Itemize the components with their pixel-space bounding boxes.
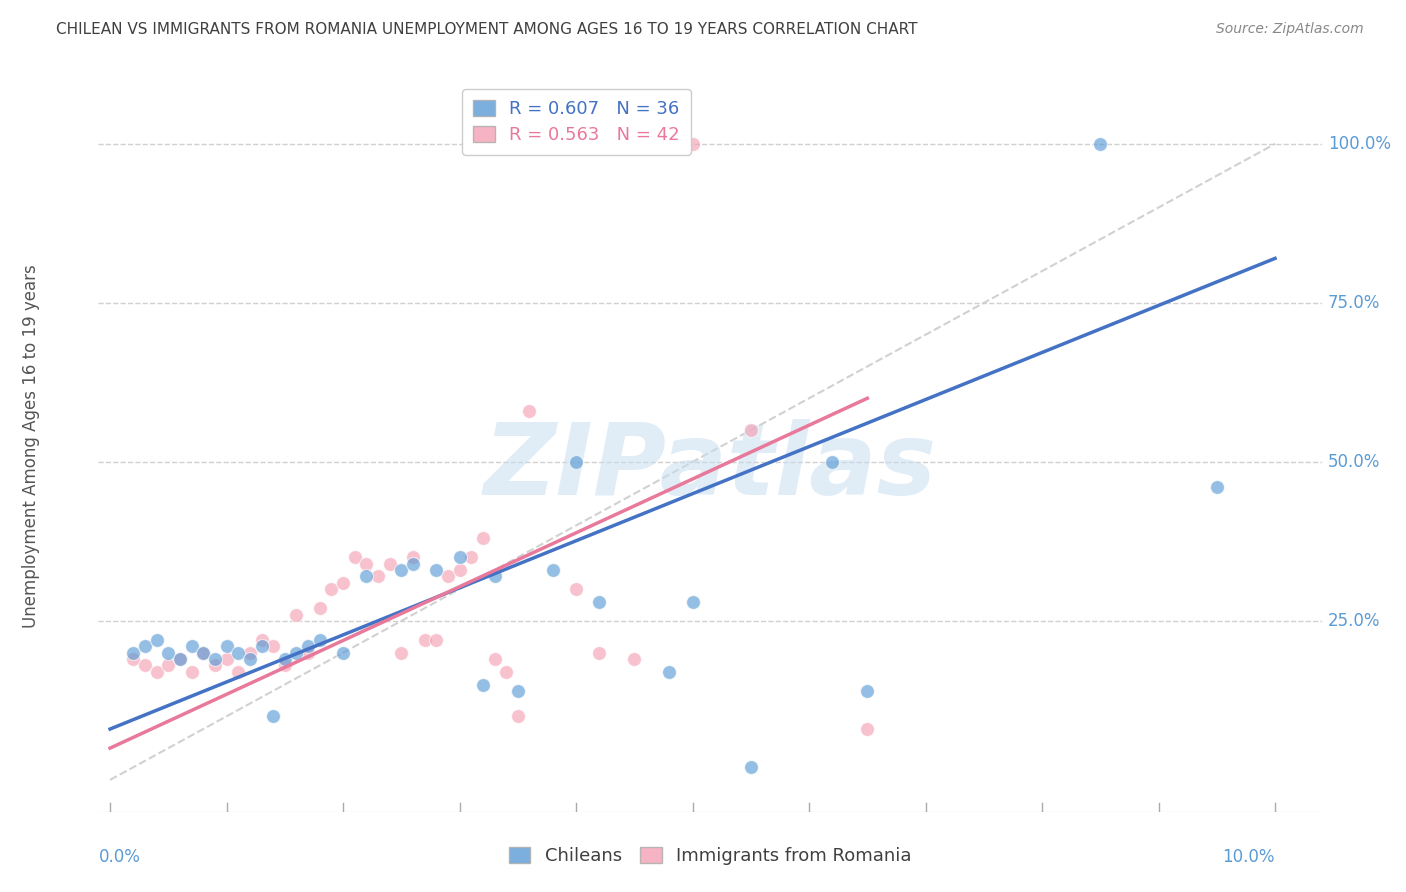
Point <box>1205 480 1227 494</box>
Point <box>215 652 238 666</box>
Point <box>506 684 529 698</box>
Point <box>193 646 215 660</box>
Point <box>623 652 645 666</box>
Point <box>274 658 297 673</box>
Point <box>262 640 284 654</box>
Point <box>682 595 704 609</box>
Point <box>285 646 308 660</box>
Point <box>239 652 262 666</box>
Point <box>215 640 238 654</box>
Point <box>367 569 389 583</box>
Point <box>122 652 145 666</box>
Point <box>682 136 704 151</box>
Legend: Chileans, Immigrants from Romania: Chileans, Immigrants from Romania <box>502 839 918 872</box>
Text: CHILEAN VS IMMIGRANTS FROM ROMANIA UNEMPLOYMENT AMONG AGES 16 TO 19 YEARS CORREL: CHILEAN VS IMMIGRANTS FROM ROMANIA UNEMP… <box>56 22 918 37</box>
Point <box>297 646 319 660</box>
Text: Source: ZipAtlas.com: Source: ZipAtlas.com <box>1216 22 1364 37</box>
Point <box>356 557 378 571</box>
Point <box>425 563 447 577</box>
Point <box>740 760 762 774</box>
Text: 25.0%: 25.0% <box>1327 612 1381 630</box>
Point <box>588 646 610 660</box>
Point <box>134 640 156 654</box>
Point <box>204 658 226 673</box>
Point <box>250 640 273 654</box>
Point <box>484 569 506 583</box>
Point <box>658 665 681 679</box>
Point <box>565 455 588 469</box>
Point <box>449 550 471 565</box>
Point <box>1090 136 1112 151</box>
Point <box>506 709 529 723</box>
Point <box>308 632 330 647</box>
Point <box>308 601 330 615</box>
Point <box>343 550 366 565</box>
Point <box>460 550 482 565</box>
Point <box>157 646 180 660</box>
Point <box>262 709 284 723</box>
Point <box>437 569 460 583</box>
Point <box>145 632 167 647</box>
Point <box>389 563 412 577</box>
Point <box>449 563 471 577</box>
Text: Unemployment Among Ages 16 to 19 years: Unemployment Among Ages 16 to 19 years <box>22 264 41 628</box>
Point <box>425 632 447 647</box>
Point <box>169 652 191 666</box>
Point <box>402 550 425 565</box>
Point <box>471 531 494 545</box>
Point <box>588 595 610 609</box>
Point <box>204 652 226 666</box>
Text: 75.0%: 75.0% <box>1327 293 1381 312</box>
Point <box>180 640 202 654</box>
Point <box>519 404 541 418</box>
Point <box>297 640 319 654</box>
Point <box>321 582 343 596</box>
Point <box>389 646 412 660</box>
Point <box>285 607 308 622</box>
Point <box>239 646 262 660</box>
Point <box>226 646 249 660</box>
Point <box>484 652 506 666</box>
Point <box>122 646 145 660</box>
Point <box>274 652 297 666</box>
Text: 10.0%: 10.0% <box>1223 848 1275 866</box>
Text: ZIPatlas: ZIPatlas <box>484 419 936 516</box>
Point <box>226 665 249 679</box>
Point <box>413 632 436 647</box>
Point <box>332 646 354 660</box>
Text: 100.0%: 100.0% <box>1327 135 1391 153</box>
Point <box>856 684 879 698</box>
Point <box>134 658 156 673</box>
Point <box>180 665 202 679</box>
Text: 0.0%: 0.0% <box>98 848 141 866</box>
Point <box>495 665 517 679</box>
Point <box>821 455 844 469</box>
Point <box>356 569 378 583</box>
Point <box>250 632 273 647</box>
Point <box>169 652 191 666</box>
Point <box>402 557 425 571</box>
Point <box>332 575 354 590</box>
Point <box>541 563 564 577</box>
Point <box>740 423 762 437</box>
Point <box>565 582 588 596</box>
Point <box>193 646 215 660</box>
Point <box>378 557 401 571</box>
Text: 50.0%: 50.0% <box>1327 453 1381 471</box>
Point <box>145 665 167 679</box>
Point <box>856 722 879 736</box>
Point <box>471 677 494 691</box>
Point <box>658 136 681 151</box>
Point <box>157 658 180 673</box>
